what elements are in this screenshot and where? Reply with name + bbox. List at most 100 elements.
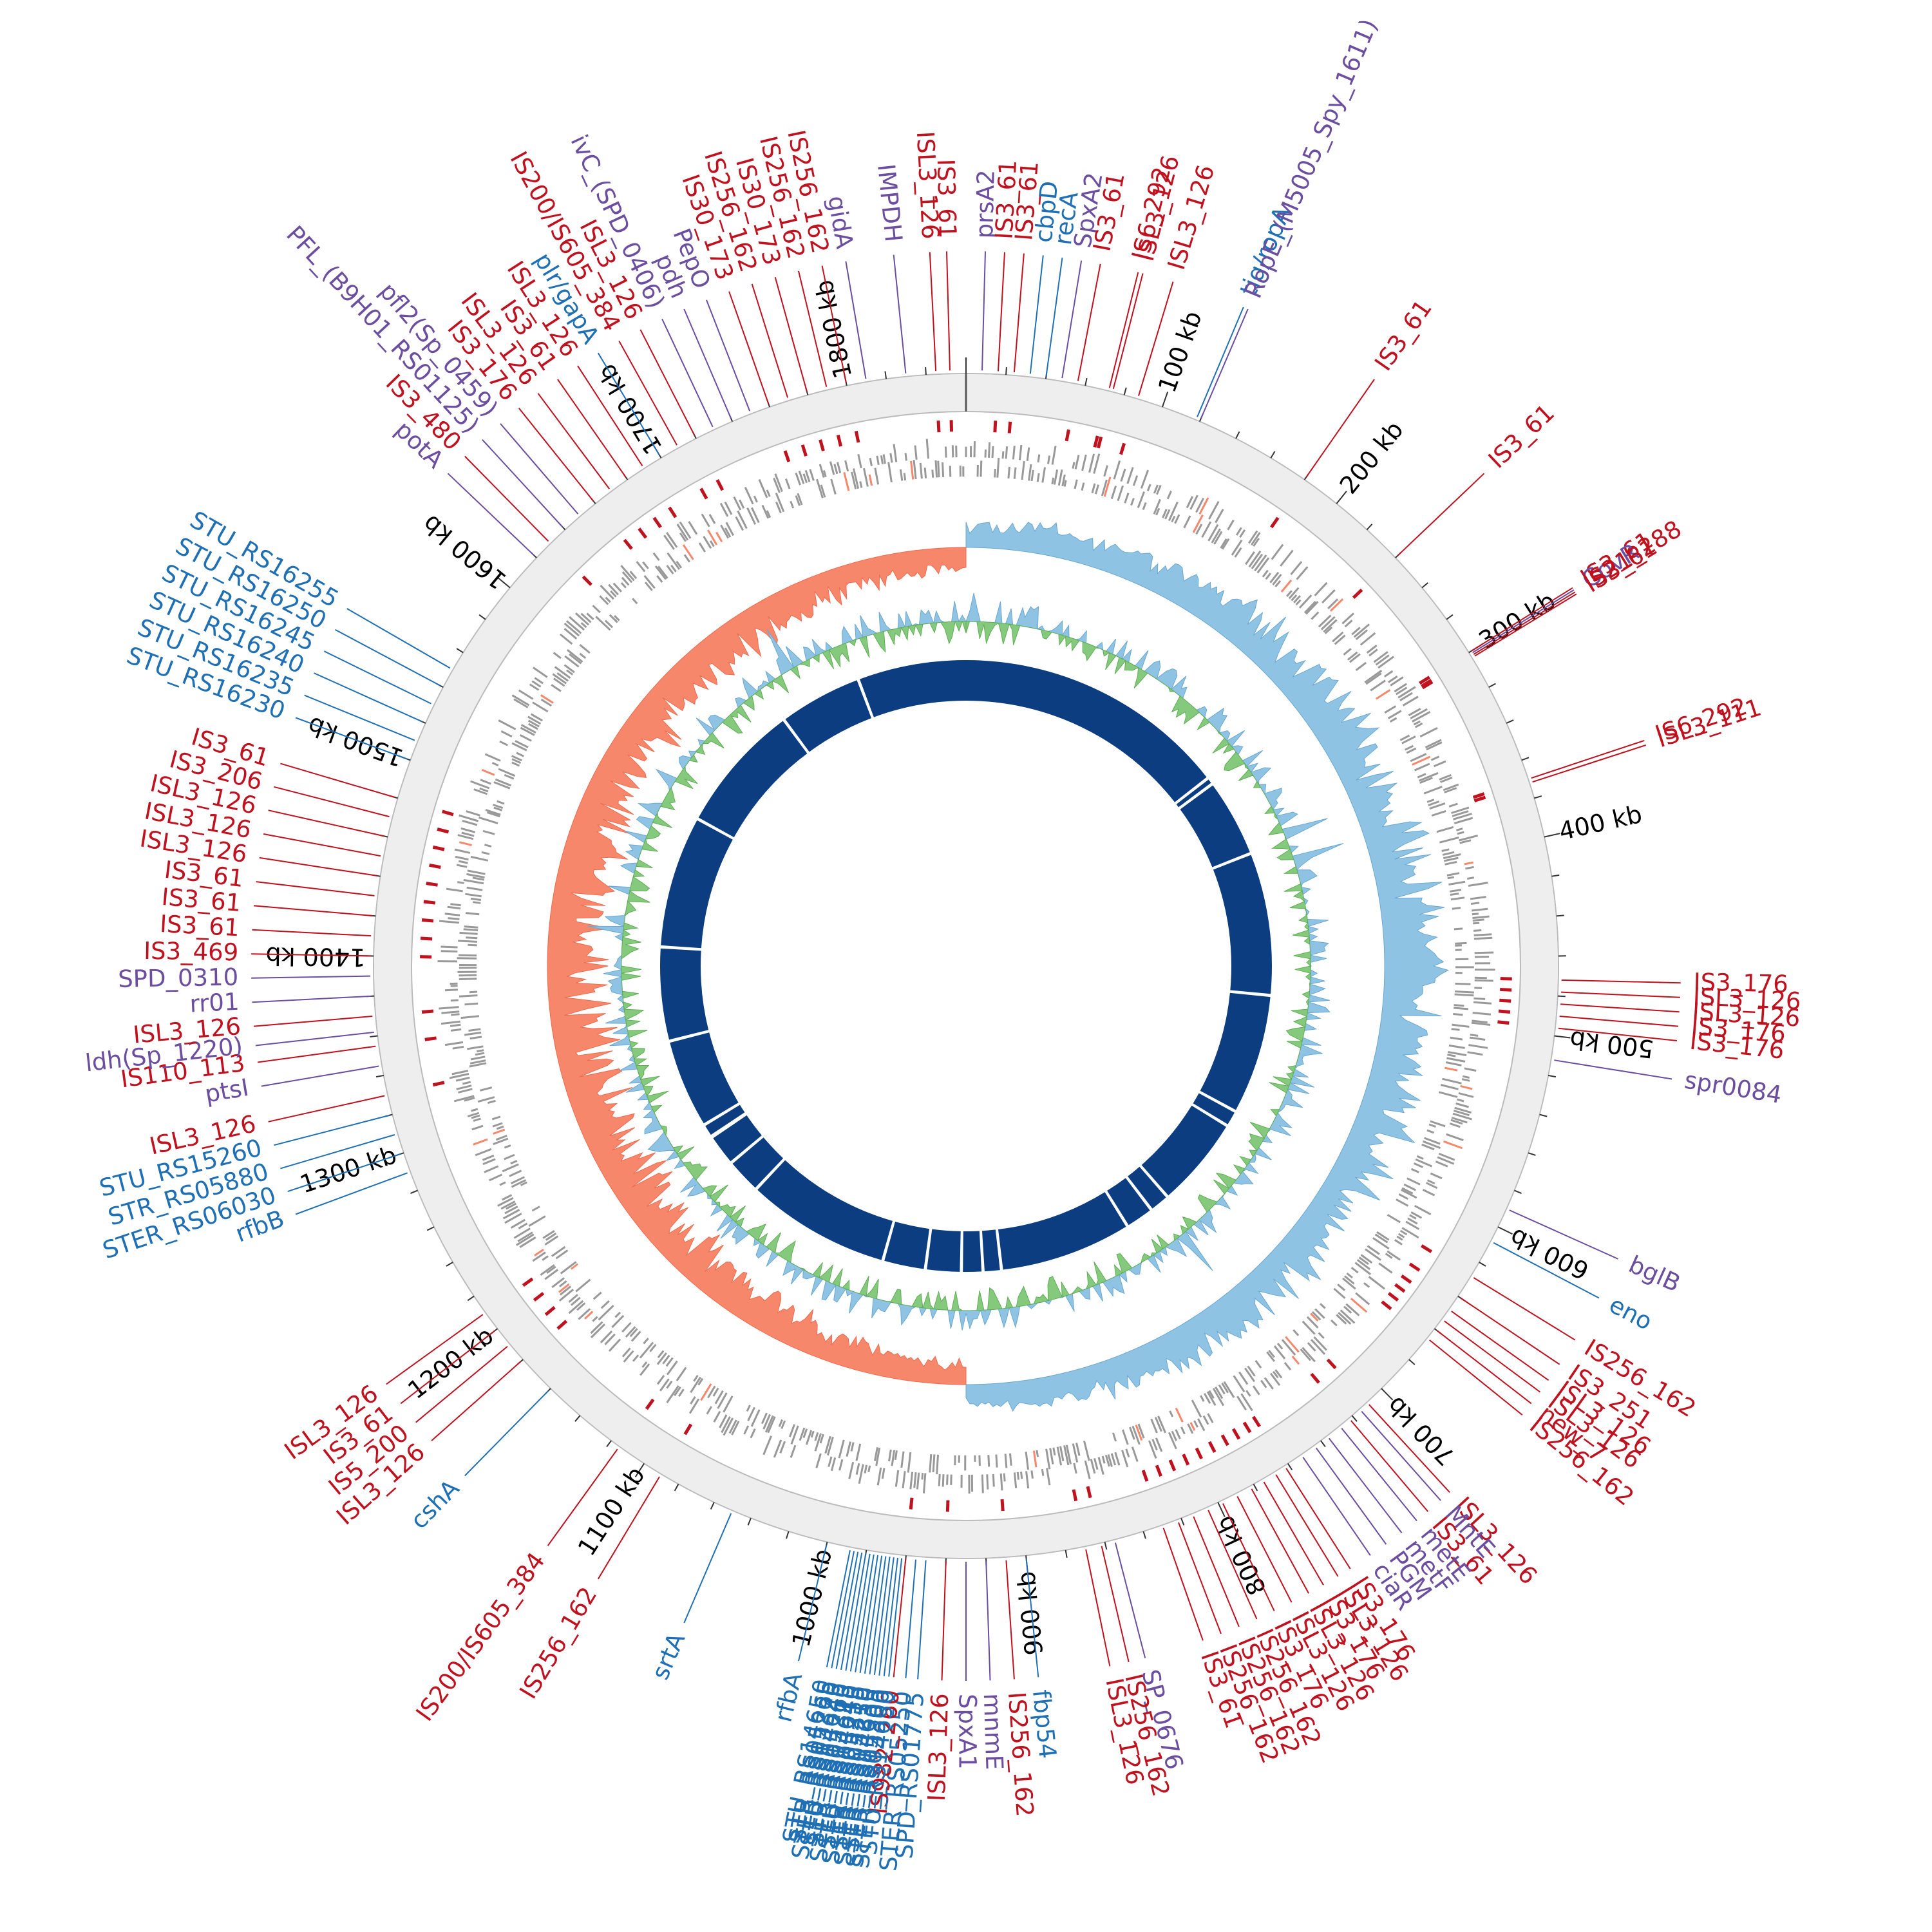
orf-mark: [795, 472, 801, 486]
orf-mark: [1288, 587, 1300, 600]
orf-mark: [717, 1392, 728, 1409]
orf-mark: [795, 495, 801, 506]
label-connector: [464, 455, 549, 542]
orf-mark: [766, 489, 771, 497]
is-element-mark: [668, 506, 677, 518]
orf-mark: [1470, 902, 1480, 905]
orf-mark: [1266, 1351, 1275, 1362]
orf-mark: [1004, 1454, 1008, 1468]
label-connector: [728, 291, 770, 404]
orf-ring: [437, 439, 1495, 1494]
label-connector: [855, 1554, 875, 1672]
orf-mark: [1131, 1446, 1139, 1462]
orf-mark: [996, 457, 1000, 478]
label-connector: [1302, 1457, 1371, 1556]
is-element-mark: [909, 1497, 914, 1510]
orf-mark: [1403, 1183, 1416, 1191]
is-element-mark: [420, 936, 433, 941]
orf-mark: [1264, 1377, 1274, 1390]
orf-mark: [1021, 461, 1025, 480]
orf-mark: [1360, 1254, 1373, 1264]
orf-mark: [604, 1333, 616, 1345]
label-connector: [518, 408, 594, 502]
orf-mark: [1384, 705, 1397, 714]
tick-mark: [1180, 1517, 1185, 1526]
orf-mark: [809, 469, 815, 481]
orf-mark: [693, 1374, 699, 1382]
label-connector: [998, 252, 1005, 372]
orf-mark: [850, 1442, 855, 1452]
tick-mark: [1142, 1531, 1146, 1539]
orf-mark: [1461, 1078, 1470, 1082]
label-connector: [268, 1095, 385, 1122]
orf-mark: [922, 1473, 927, 1493]
orf-mark: [1183, 515, 1191, 529]
orf-mark: [746, 1405, 751, 1412]
tick-mark: [1217, 1502, 1226, 1517]
orf-mark: [1472, 915, 1490, 919]
orf-mark: [1452, 907, 1461, 910]
orf-mark: [701, 513, 710, 527]
orf-mark: [986, 1474, 989, 1490]
orf-mark: [540, 694, 554, 704]
orf-mark: [697, 1378, 704, 1386]
orf-mark: [951, 445, 954, 458]
orf-mark: [1456, 828, 1463, 831]
orf-mark: [1355, 1292, 1370, 1305]
orf-mark: [621, 1321, 632, 1333]
orf-mark: [1415, 1158, 1433, 1168]
orf-mark: [530, 713, 544, 722]
orf-mark: [929, 1454, 933, 1473]
orf-mark: [1383, 670, 1394, 677]
orf-mark: [690, 1396, 696, 1405]
label-connector: [1208, 1510, 1258, 1620]
orf-mark: [994, 468, 996, 478]
orf-mark: [460, 827, 476, 833]
orf-mark: [1473, 933, 1492, 936]
orf-mark: [767, 1416, 776, 1434]
orf-mark: [621, 576, 630, 586]
orf-mark: [1293, 595, 1302, 603]
orf-mark: [1454, 990, 1474, 994]
orf-mark: [513, 698, 529, 708]
orf-mark: [486, 811, 500, 818]
orf-mark: [1398, 1193, 1408, 1200]
feature-label: bglB: [1625, 1251, 1685, 1298]
is-element-mark: [1096, 436, 1103, 449]
orf-mark: [480, 1086, 493, 1092]
orf-mark: [690, 1376, 702, 1394]
feature-label: IS3_176: [1693, 968, 1788, 998]
orf-mark: [1125, 1448, 1130, 1457]
orf-mark: [1213, 531, 1223, 545]
orf-mark: [477, 1096, 495, 1103]
orf-mark: [1401, 1187, 1414, 1195]
orf-mark: [493, 1128, 506, 1135]
orf-mark: [744, 486, 754, 505]
orf-mark: [1416, 1155, 1424, 1160]
label-connector: [1559, 1016, 1679, 1027]
orf-mark: [1142, 502, 1147, 511]
orf-mark: [529, 683, 540, 691]
orf-mark: [1140, 469, 1150, 489]
label-connector: [1200, 308, 1249, 419]
orf-mark: [719, 502, 729, 517]
orf-mark: [458, 940, 477, 943]
orf-mark: [592, 1316, 598, 1322]
orf-mark: [1345, 1303, 1360, 1316]
tick-mark: [1104, 1542, 1108, 1550]
orf-mark: [493, 781, 511, 790]
orf-mark: [1327, 598, 1339, 610]
orf-mark: [558, 1289, 574, 1302]
orf-mark: [1355, 661, 1367, 671]
orf-mark: [1088, 453, 1095, 473]
orf-mark: [1372, 1237, 1390, 1250]
label-connector: [597, 352, 660, 456]
orf-mark: [1468, 882, 1488, 887]
orf-mark: [1291, 594, 1298, 601]
orf-mark: [641, 1361, 648, 1368]
orf-mark: [916, 1472, 920, 1490]
collinear-block: [998, 1192, 1126, 1270]
orf-mark: [517, 1231, 533, 1242]
orf-mark: [728, 1419, 737, 1434]
is-element-mark: [1072, 1489, 1078, 1502]
